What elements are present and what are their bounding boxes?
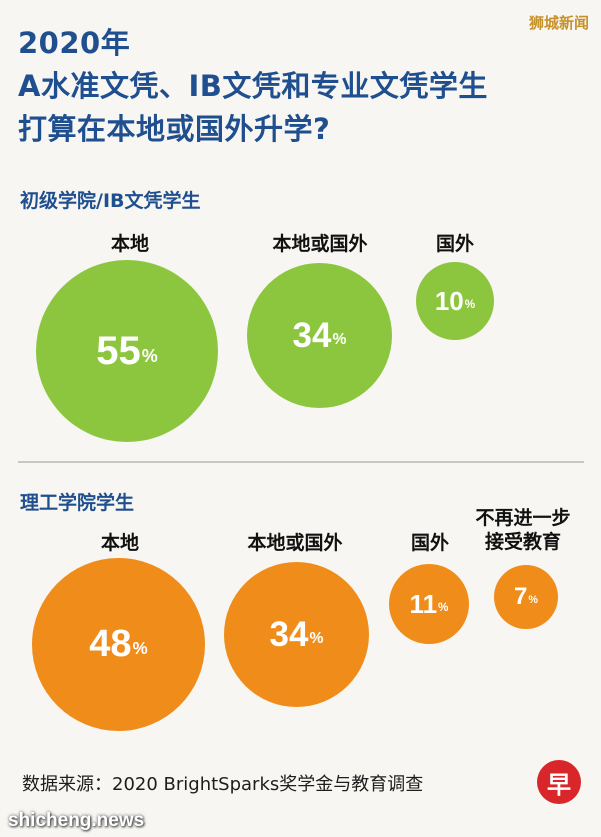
cat-label-poly-abroad: 国外 [410, 532, 449, 554]
cat-label-poly-local-or-abroad: 本地或国外 [247, 532, 343, 554]
value-jc-local: 55 [96, 328, 141, 373]
unit-poly-abroad: % [438, 600, 449, 614]
value-poly-local: 48 [89, 623, 132, 665]
value-poly-abroad: 11 [409, 588, 438, 619]
cat-label-poly-local: 本地 [100, 532, 139, 554]
cat-label-poly-no-further-education: 不再进一步 接受教育 [475, 507, 571, 553]
value-jc-local-or-abroad: 34 [292, 315, 332, 355]
cat-label-jc-abroad: 国外 [435, 233, 474, 255]
title-line-1: 2020年 [18, 26, 131, 60]
chart-title: 2020年 A水准文凭、IB文凭和专业文凭学生 打算在本地或国外升学? [18, 22, 538, 151]
value-poly-no-further-education: 7 [514, 583, 528, 610]
cat-label-jc-local: 本地 [110, 233, 149, 255]
unit-jc-local: % [141, 345, 158, 366]
unit-poly-local: % [132, 639, 148, 659]
section-title-poly: 理工学院学生 [20, 492, 135, 514]
cat-label-jc-local-or-abroad: 本地或国外 [272, 233, 368, 255]
bubble-poly-no-further-education: 7% [494, 565, 558, 629]
unit-jc-local-or-abroad: % [332, 330, 347, 348]
zaobao-logo: 早 [537, 760, 581, 804]
unit-jc-abroad: % [464, 297, 476, 311]
unit-poly-local-or-abroad: % [309, 629, 324, 647]
value-poly-local-or-abroad: 34 [269, 614, 309, 654]
title-line-2: A水准文凭、IB文凭和专业文凭学生 [18, 69, 488, 103]
bubble-jc-local: 55% [36, 260, 218, 442]
bubble-poly-local: 48% [32, 558, 205, 731]
section-title-jc: 初级学院/IB文凭学生 [20, 190, 201, 212]
bubble-jc-local-or-abroad: 34% [247, 263, 392, 408]
section-divider [18, 461, 584, 463]
value-jc-abroad: 10 [434, 285, 464, 316]
unit-poly-no-further-education: % [528, 594, 538, 607]
bubble-jc-abroad: 10% [416, 262, 494, 340]
source-note: 数据来源：2020 BrightSparks奖学金与教育调查 [22, 774, 424, 795]
watermark-top: 狮城新闻 [528, 14, 589, 32]
watermark-bottom: shicheng.news [8, 810, 145, 831]
title-line-3: 打算在本地或国外升学? [18, 112, 331, 146]
bubble-poly-local-or-abroad: 34% [224, 562, 369, 707]
bubble-poly-abroad: 11% [389, 564, 469, 644]
